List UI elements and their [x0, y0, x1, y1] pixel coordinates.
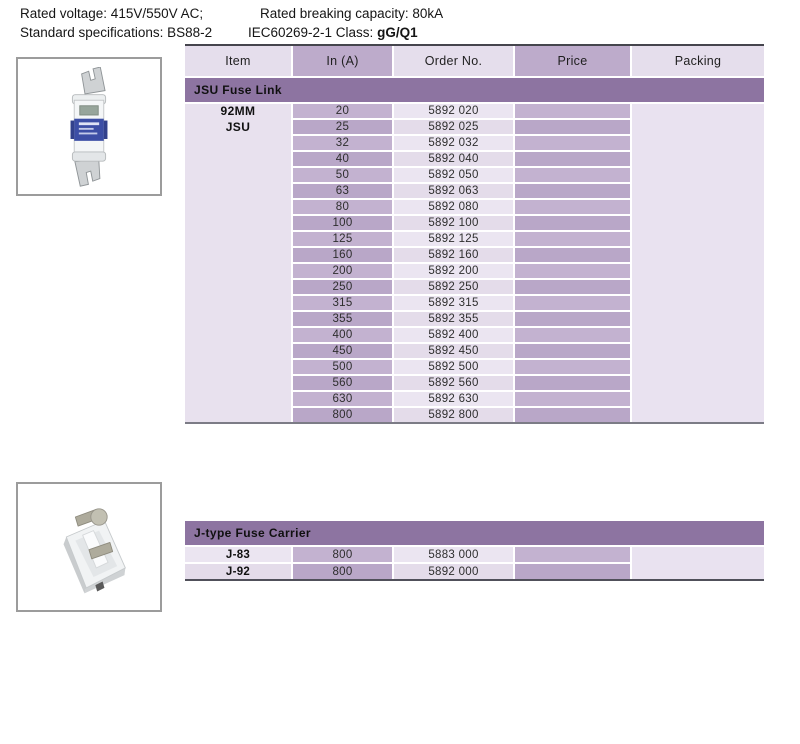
- price-cell: [515, 312, 630, 326]
- column-header-in-a: In (A): [293, 46, 392, 76]
- price-cell: [515, 344, 630, 358]
- price-cell: [515, 547, 630, 562]
- amp-rating-cell: 500: [293, 360, 392, 374]
- carrier-photo-frame: [16, 482, 162, 612]
- amp-rating-cell: 32: [293, 136, 392, 150]
- amp-rating-cell: 630: [293, 392, 392, 406]
- price-cell: [515, 392, 630, 406]
- order-no-cell: 5892 630: [394, 392, 513, 406]
- price-cell: [515, 376, 630, 390]
- item-cell-92mm-jsu: 92MM JSU: [185, 104, 291, 422]
- amp-rating-cell: 250: [293, 280, 392, 294]
- order-no-cell: 5883 000: [394, 547, 513, 562]
- column-header-packing: Packing: [632, 46, 764, 76]
- section-header-jsu-fuse-link: JSU Fuse Link: [185, 78, 764, 102]
- amp-rating-cell: 800: [293, 547, 392, 562]
- fuse-carrier-photo-icon: [63, 508, 126, 594]
- amp-rating-cell: 315: [293, 296, 392, 310]
- order-no-cell: 5892 020: [394, 104, 513, 118]
- price-cell: [515, 408, 630, 422]
- order-no-cell: 5892 050: [394, 168, 513, 182]
- price-cell: [515, 136, 630, 150]
- order-no-cell: 5892 100: [394, 216, 513, 230]
- item-cell: J-83: [185, 547, 291, 562]
- order-no-cell: 5892 000: [394, 564, 513, 579]
- price-cell: [515, 328, 630, 342]
- amp-rating-cell: 125: [293, 232, 392, 246]
- order-no-cell: 5892 500: [394, 360, 513, 374]
- breaking-capacity-text: Rated breaking capacity: 80kA: [260, 6, 444, 21]
- order-no-cell: 5892 450: [394, 344, 513, 358]
- amp-rating-cell: 450: [293, 344, 392, 358]
- price-cell: [515, 104, 630, 118]
- standard-specs-text: Standard specifications: BS88-2: [20, 25, 213, 40]
- amp-rating-cell: 100: [293, 216, 392, 230]
- price-cell: [515, 264, 630, 278]
- order-no-cell: 5892 040: [394, 152, 513, 166]
- price-cell: [515, 168, 630, 182]
- column-header-item: Item: [185, 46, 291, 76]
- order-no-cell: 5892 025: [394, 120, 513, 134]
- amp-rating-cell: 200: [293, 264, 392, 278]
- price-cell: [515, 360, 630, 374]
- fuse-link-table: Item In (A) Order No. Price Packing JSU …: [185, 44, 764, 424]
- order-no-cell: 5892 200: [394, 264, 513, 278]
- price-cell: [515, 184, 630, 198]
- price-cell: [515, 296, 630, 310]
- order-no-cell: 5892 032: [394, 136, 513, 150]
- price-cell: [515, 564, 630, 579]
- amp-rating-cell: 355: [293, 312, 392, 326]
- price-cell: [515, 200, 630, 214]
- order-no-cell: 5892 063: [394, 184, 513, 198]
- iec-class-label: IEC60269-2-1 Class:: [248, 25, 374, 40]
- order-no-cell: 5892 125: [394, 232, 513, 246]
- fuse-link-photo-icon: [70, 66, 108, 187]
- order-no-cell: 5892 800: [394, 408, 513, 422]
- fuse-photo-frame: [16, 57, 162, 196]
- iec-class-text: IEC60269-2-1 Class: gG/Q1: [248, 25, 418, 40]
- order-no-cell: 5892 250: [394, 280, 513, 294]
- amp-rating-cell: 20: [293, 104, 392, 118]
- amp-rating-cell: 800: [293, 408, 392, 422]
- price-cell: [515, 216, 630, 230]
- amp-rating-cell: 63: [293, 184, 392, 198]
- order-no-cell: 5892 080: [394, 200, 513, 214]
- order-no-cell: 5892 400: [394, 328, 513, 342]
- amp-rating-cell: 80: [293, 200, 392, 214]
- price-cell: [515, 120, 630, 134]
- price-cell: [515, 248, 630, 262]
- item-label-series: JSU: [225, 120, 251, 134]
- packing-column-empty: [632, 104, 764, 422]
- amp-rating-cell: 50: [293, 168, 392, 182]
- column-header-order-no: Order No.: [394, 46, 513, 76]
- price-cell: [515, 152, 630, 166]
- fuse-carrier-table: J-type Fuse Carrier J-83 800 5883 000 J-…: [185, 521, 764, 581]
- iec-class-value: gG/Q1: [377, 25, 418, 40]
- order-no-cell: 5892 160: [394, 248, 513, 262]
- item-cell: J-92: [185, 564, 291, 579]
- price-cell: [515, 280, 630, 294]
- price-cell: [515, 232, 630, 246]
- column-header-price: Price: [515, 46, 630, 76]
- rated-voltage-text: Rated voltage: 415V/550V AC;: [20, 6, 204, 21]
- amp-rating-cell: 160: [293, 248, 392, 262]
- order-no-cell: 5892 315: [394, 296, 513, 310]
- amp-rating-cell: 560: [293, 376, 392, 390]
- amp-rating-cell: 25: [293, 120, 392, 134]
- amp-rating-cell: 400: [293, 328, 392, 342]
- packing-column-empty: [632, 547, 764, 579]
- item-label-size: 92MM: [220, 104, 256, 118]
- section-header-j-type-carrier: J-type Fuse Carrier: [185, 521, 764, 545]
- amp-rating-cell: 40: [293, 152, 392, 166]
- order-no-cell: 5892 560: [394, 376, 513, 390]
- order-no-cell: 5892 355: [394, 312, 513, 326]
- amp-rating-cell: 800: [293, 564, 392, 579]
